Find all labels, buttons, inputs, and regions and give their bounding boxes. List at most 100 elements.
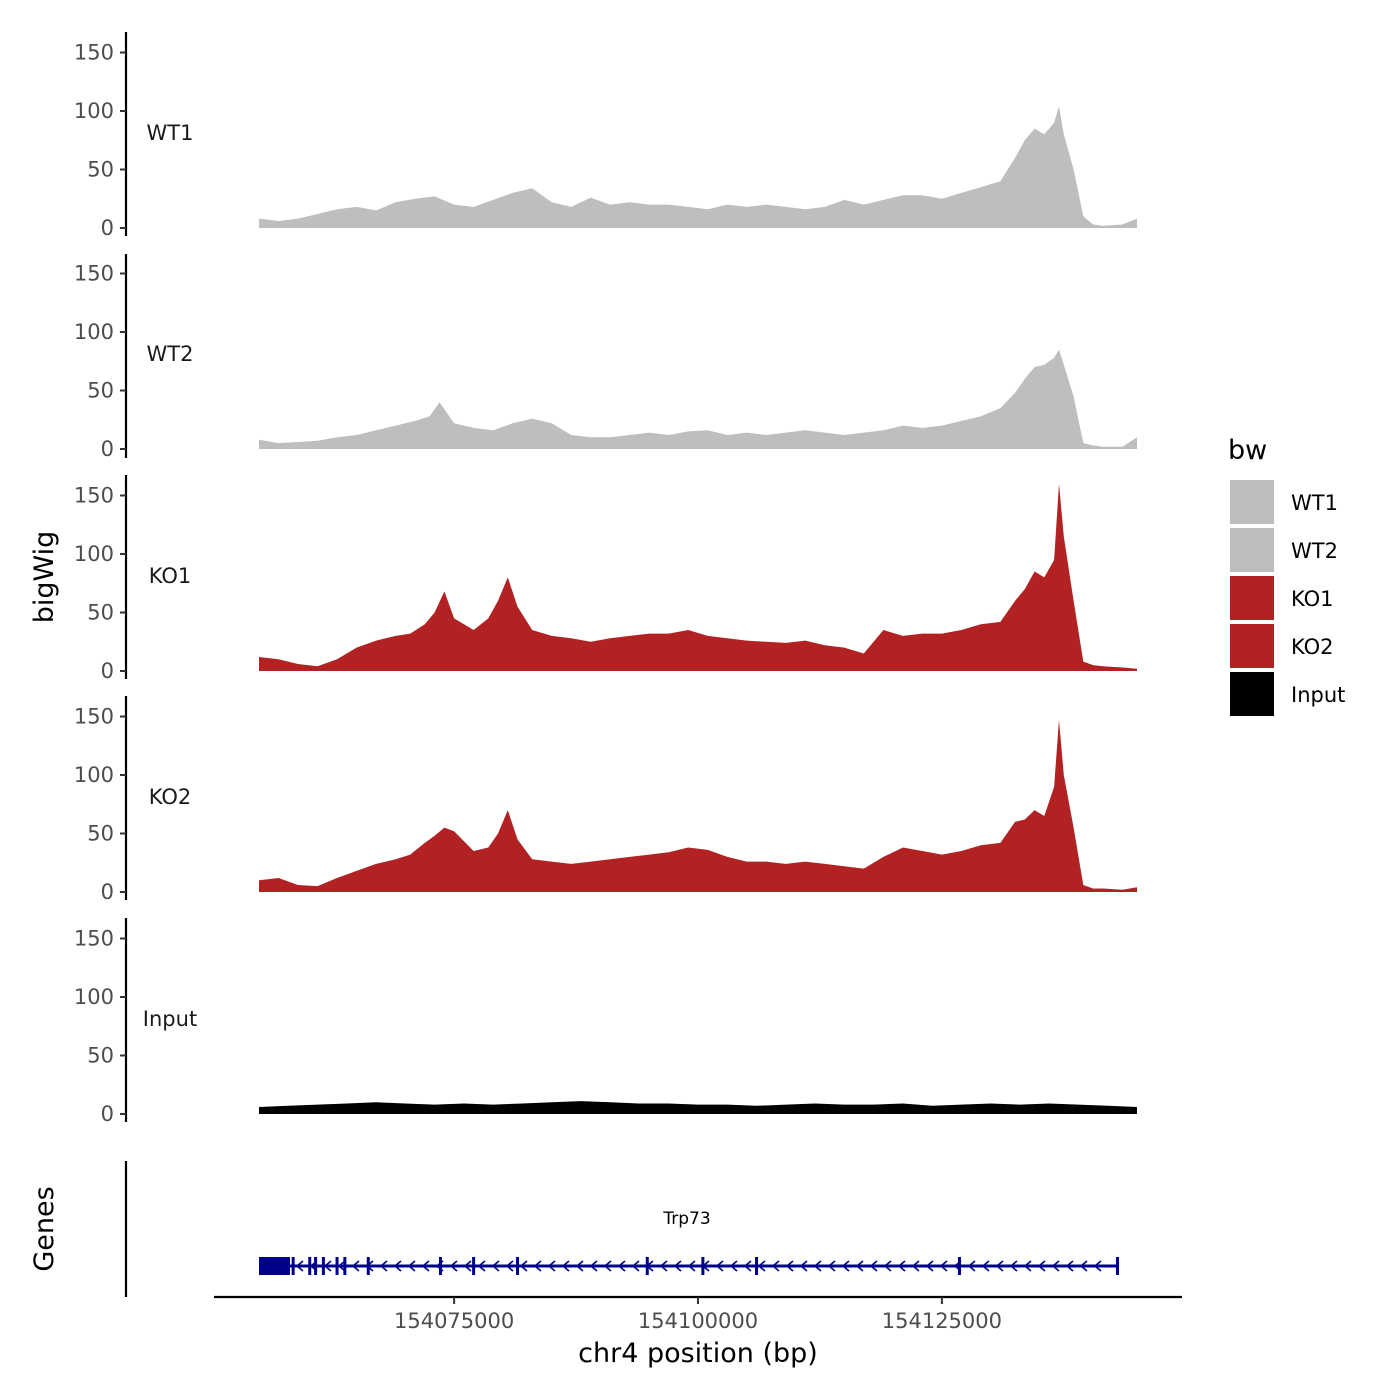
gene-exon: [321, 1257, 325, 1275]
y-tick-label: 100: [74, 985, 114, 1009]
gene-label: Trp73: [662, 1209, 710, 1229]
gene-exon: [645, 1257, 649, 1275]
legend-swatch-ko1: [1230, 576, 1274, 620]
genes-axis-title: Genes: [29, 1186, 60, 1271]
strand-arrow: [729, 1260, 738, 1272]
strand-arrow: [547, 1260, 556, 1272]
strand-arrow: [715, 1260, 724, 1272]
strand-arrow: [561, 1260, 570, 1272]
strand-arrow: [813, 1260, 822, 1272]
gene-exon: [335, 1257, 339, 1275]
legend: bw WT1 WT2 KO1 KO2 Input: [1228, 435, 1345, 716]
y-tick-label: 0: [101, 880, 114, 904]
gene-exon: [343, 1257, 347, 1275]
strand-arrow: [799, 1260, 808, 1272]
gene-exon: [516, 1257, 520, 1275]
strand-arrow: [925, 1260, 934, 1272]
y-tick-label: 50: [87, 158, 114, 182]
track-ko2: 0 50 100 150 KO2: [74, 696, 1137, 904]
track-input: 0 50 100 150 Input: [74, 918, 1137, 1126]
genes-panel: Trp73: [124, 1161, 1119, 1297]
y-tick-label: 150: [74, 41, 114, 65]
strand-arrow: [827, 1260, 836, 1272]
x-axis-title: chr4 position (bp): [578, 1338, 818, 1369]
track-label: Input: [143, 1007, 197, 1031]
strand-arrow: [533, 1260, 542, 1272]
strand-arrow: [911, 1260, 920, 1272]
y-tick-label: 150: [74, 262, 114, 286]
strand-arrow: [631, 1260, 640, 1272]
strand-arrow: [337, 1260, 346, 1272]
gene-exon: [366, 1257, 370, 1275]
gene-exon: [1115, 1257, 1119, 1275]
y-tick-label: 50: [87, 379, 114, 403]
strand-arrow: [659, 1260, 668, 1272]
strand-arrow: [981, 1260, 990, 1272]
strand-arrow: [421, 1260, 430, 1272]
legend-swatch-ko2: [1230, 624, 1274, 668]
strand-arrow: [379, 1260, 388, 1272]
y-tick-label: 100: [74, 763, 114, 787]
strand-arrow: [1051, 1260, 1060, 1272]
strand-arrow: [939, 1260, 948, 1272]
track-ko1: 0 50 100 150 KO1: [74, 475, 1137, 683]
y-tick-label: 50: [87, 1044, 114, 1068]
track-label: WT1: [147, 121, 194, 145]
strand-arrow: [785, 1260, 794, 1272]
legend-swatch-wt2: [1230, 528, 1274, 572]
strand-arrow: [687, 1260, 696, 1272]
strand-arrow: [757, 1260, 766, 1272]
strand-arrow: [771, 1260, 780, 1272]
strand-arrow: [673, 1260, 682, 1272]
strand-arrow: [519, 1260, 528, 1272]
gene-exon: [472, 1257, 476, 1275]
gene-exon: [957, 1257, 961, 1275]
track-label: WT2: [147, 342, 194, 366]
strand-arrow: [407, 1260, 416, 1272]
y-tick-label: 50: [87, 601, 114, 625]
gene-exon: [755, 1257, 759, 1275]
strand-arrow: [855, 1260, 864, 1272]
track-label: KO1: [149, 564, 192, 588]
y-tick-label: 150: [74, 705, 114, 729]
strand-arrow: [1093, 1260, 1102, 1272]
legend-label-ko2: KO2: [1291, 635, 1334, 659]
x-axis: 154075000 154100000 154125000: [214, 1295, 1182, 1333]
strand-arrow: [1079, 1260, 1088, 1272]
y-tick-label: 150: [74, 927, 114, 951]
strand-arrow: [393, 1260, 402, 1272]
gene-exon: [701, 1257, 705, 1275]
y-tick-label: 100: [74, 320, 114, 344]
gene-exon: [438, 1257, 442, 1275]
strand-arrow: [617, 1260, 626, 1272]
strand-arrow: [295, 1260, 304, 1272]
strand-arrow: [869, 1260, 878, 1272]
legend-label-wt2: WT2: [1291, 539, 1338, 563]
strand-arrow: [1009, 1260, 1018, 1272]
legend-label-wt1: WT1: [1291, 491, 1338, 515]
strand-arrow: [463, 1260, 472, 1272]
strand-arrow: [1037, 1260, 1046, 1272]
track-wt2: 0 50 100 150 WT2: [74, 254, 1137, 461]
gene-exon: [291, 1257, 295, 1275]
y-axis-title: bigWig: [29, 531, 60, 624]
gene-exon: [314, 1257, 318, 1275]
strand-arrow: [491, 1260, 500, 1272]
x-tick-label: 154075000: [394, 1309, 514, 1333]
gene-trp73: Trp73: [259, 1209, 1119, 1275]
strand-arrow: [477, 1260, 486, 1272]
y-tick-label: 100: [74, 99, 114, 123]
track-wt1: 0 50 100 150 WT1: [74, 32, 1137, 240]
y-tick-label: 100: [74, 542, 114, 566]
legend-swatch-input: [1230, 672, 1274, 716]
y-tick-label: 50: [87, 822, 114, 846]
strand-arrow: [883, 1260, 892, 1272]
strand-arrow: [589, 1260, 598, 1272]
gene-exon: [308, 1257, 312, 1275]
strand-arrow: [967, 1260, 976, 1272]
strand-arrow: [575, 1260, 584, 1272]
bigwig-tracks: 0 50 100 150 WT1 0 50 100 150 WT2 0 50 100 150 KO1 0 50 1…: [74, 32, 1137, 1126]
strand-arrow: [897, 1260, 906, 1272]
signal-area-ko1: [259, 483, 1137, 671]
